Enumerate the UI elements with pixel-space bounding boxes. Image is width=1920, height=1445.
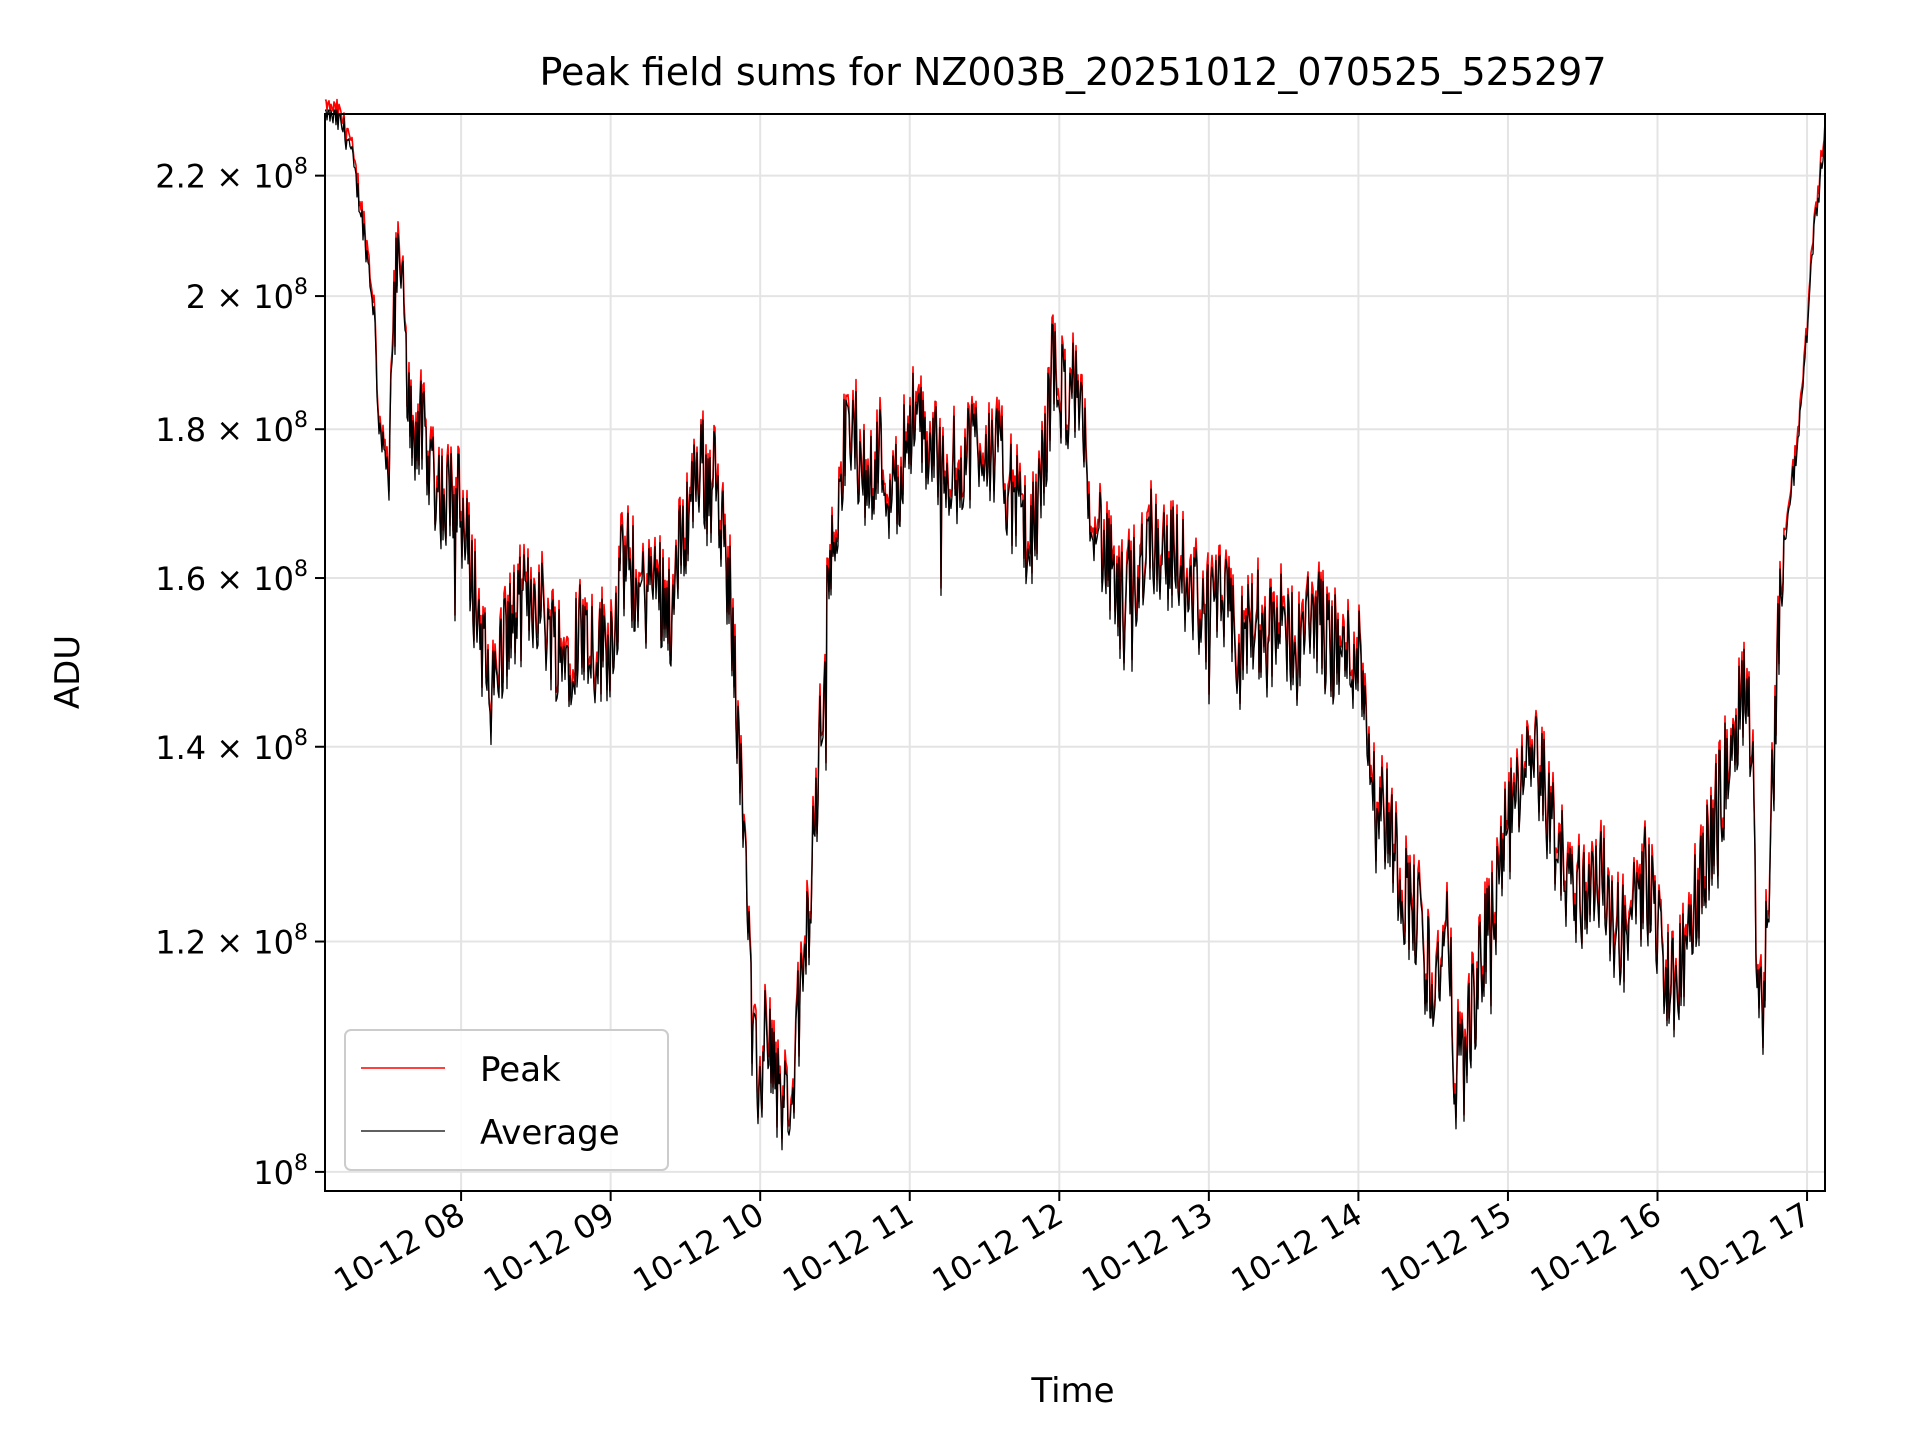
legend-label-peak: Peak bbox=[480, 1050, 561, 1090]
legend-label-average: Average bbox=[480, 1113, 620, 1153]
x-axis-label: Time bbox=[1030, 1371, 1114, 1411]
y-tick-label: 2 × 108 bbox=[186, 275, 308, 316]
chart-title: Peak field sums for NZ003B_20251012_0705… bbox=[539, 50, 1606, 94]
plot-area-frame bbox=[324, 113, 1826, 1192]
series-layer bbox=[324, 98, 1826, 1151]
y-tick-label: 2.2 × 108 bbox=[155, 155, 308, 196]
y-tick-label: 1.6 × 108 bbox=[155, 557, 308, 598]
series-line-average bbox=[325, 109, 1826, 1151]
y-tick-label: 108 bbox=[253, 1151, 308, 1192]
y-tick-label: 1.8 × 108 bbox=[155, 408, 308, 449]
y-tick-label: 1.4 × 108 bbox=[155, 726, 308, 767]
legend: Peak Average bbox=[344, 1029, 669, 1171]
y-tick-label: 1.2 × 108 bbox=[155, 921, 308, 962]
y-axis: 108 1.2 × 108 1.4 × 108 1.6 × 108 1.8 × 108 2… bbox=[155, 155, 325, 1192]
y-axis-label: ADU bbox=[48, 635, 88, 709]
legend-box bbox=[344, 1029, 669, 1171]
